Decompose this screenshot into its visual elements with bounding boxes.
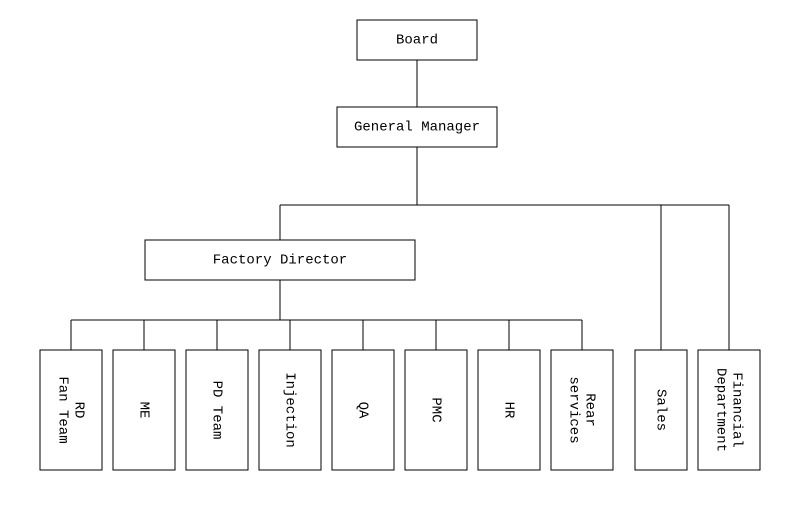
node-label: Financial <box>728 372 744 448</box>
node-label: Rear <box>581 393 597 427</box>
node-rear: Rearservices <box>551 350 613 470</box>
node-pmc: PMC <box>405 350 467 470</box>
node-label: HR <box>500 402 516 419</box>
node-label-group: FinancialDepartment <box>712 368 744 452</box>
node-label: RD <box>70 402 86 419</box>
node-label: Sales <box>652 389 668 431</box>
node-label: Department <box>712 368 728 452</box>
node-gm: General Manager <box>337 107 497 147</box>
node-me: ME <box>113 350 175 470</box>
node-label-group: QA <box>354 402 370 419</box>
node-label: PD Team <box>208 381 224 440</box>
node-hr: HR <box>478 350 540 470</box>
node-label: ME <box>135 402 151 419</box>
node-qa: QA <box>332 350 394 470</box>
node-board: Board <box>357 20 477 60</box>
node-label: Factory Director <box>213 253 347 269</box>
node-label: QA <box>354 402 370 419</box>
node-label: services <box>565 376 581 443</box>
node-pd: PD Team <box>186 350 248 470</box>
node-label: PMC <box>427 397 443 422</box>
node-label: General Manager <box>354 120 480 136</box>
node-fin: FinancialDepartment <box>698 350 760 470</box>
node-label-group: ME <box>135 402 151 419</box>
node-label: Board <box>396 33 438 49</box>
node-label-group: Injection <box>281 372 297 448</box>
org-chart: Board General Manager Factory Director RDFa… <box>0 0 793 500</box>
node-factory: Factory Director <box>145 240 415 280</box>
node-rd: RDFan Team <box>40 350 102 470</box>
node-label-group: PD Team <box>208 381 224 440</box>
node-sales: Sales <box>635 350 687 470</box>
node-label: Injection <box>281 372 297 448</box>
node-inj: Injection <box>259 350 321 470</box>
node-label-group: Sales <box>652 389 668 431</box>
node-label-group: PMC <box>427 397 443 422</box>
node-label: Fan Team <box>54 376 70 443</box>
node-label-group: HR <box>500 402 516 419</box>
